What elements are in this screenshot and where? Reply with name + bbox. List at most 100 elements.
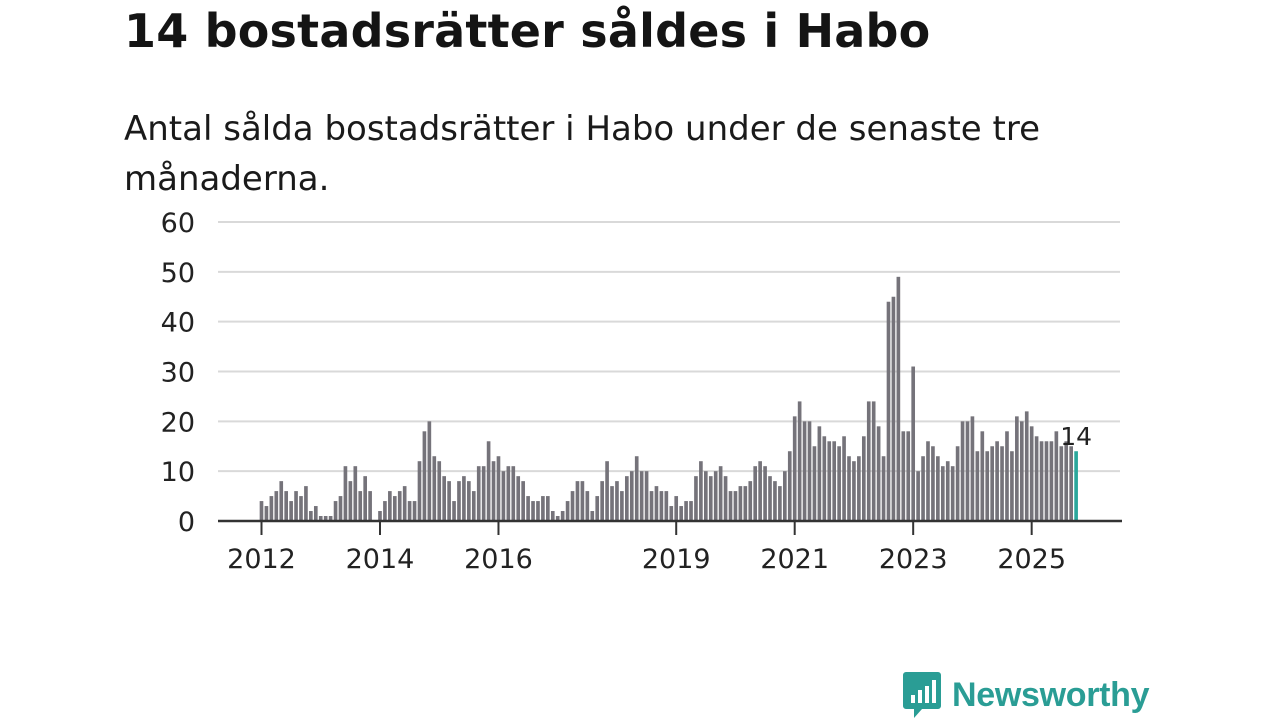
bar — [294, 491, 298, 521]
bar — [985, 451, 990, 521]
bar — [807, 421, 812, 521]
bar — [397, 491, 402, 521]
bar — [1029, 426, 1034, 521]
bar — [363, 476, 367, 521]
data-labels: 14 — [1060, 422, 1092, 451]
bar — [911, 366, 916, 521]
y-tick-labels: 0 10 20 30 40 50 60 — [161, 208, 195, 538]
x-tick-label: 2016 — [464, 544, 533, 575]
bar — [827, 441, 832, 521]
bar — [383, 501, 387, 521]
bar — [773, 481, 777, 521]
bar — [565, 501, 570, 521]
bar — [437, 461, 442, 521]
bar — [896, 276, 901, 521]
bar — [625, 476, 629, 521]
bar — [412, 501, 417, 521]
bar — [694, 476, 698, 521]
bar — [531, 501, 535, 521]
bar — [832, 441, 837, 521]
bar — [585, 491, 590, 521]
bar — [432, 456, 437, 521]
bar — [491, 461, 496, 521]
bar — [407, 501, 412, 521]
y-tick-label: 50 — [161, 258, 195, 289]
bar — [580, 481, 585, 521]
bar — [1054, 431, 1059, 521]
bar — [447, 481, 451, 521]
bar — [1000, 446, 1004, 521]
bar — [629, 471, 634, 521]
bar — [955, 446, 960, 521]
x-axis — [218, 519, 1122, 535]
bar — [1039, 441, 1044, 521]
bar — [748, 481, 753, 521]
bar — [857, 456, 861, 521]
bar — [506, 466, 511, 521]
bar — [990, 446, 994, 521]
x-tick-label: 2012 — [227, 544, 296, 575]
logo-text: Newsworthy — [952, 675, 1150, 714]
bar — [462, 476, 466, 521]
bar — [842, 436, 846, 521]
bar — [541, 496, 545, 521]
bar — [333, 501, 338, 521]
bar — [289, 501, 293, 521]
bar — [1010, 451, 1014, 521]
y-tick-label: 60 — [161, 208, 195, 239]
bar — [960, 421, 965, 521]
bar — [931, 446, 935, 521]
bar — [304, 486, 308, 521]
bar — [881, 456, 886, 521]
bar — [718, 466, 723, 521]
y-tick-label: 10 — [161, 457, 195, 488]
newsworthy-logo[interactable]: Newsworthy — [902, 670, 1150, 720]
bar — [758, 461, 762, 521]
bar — [269, 496, 274, 521]
bar — [368, 491, 372, 521]
bar — [837, 446, 841, 521]
bar — [471, 491, 476, 521]
y-tick-label: 20 — [161, 407, 195, 438]
bar — [501, 471, 506, 521]
bar — [669, 506, 674, 521]
bar — [1024, 411, 1029, 521]
bar — [590, 511, 595, 521]
bar — [546, 496, 550, 521]
bar — [575, 481, 580, 521]
bar — [620, 491, 624, 521]
bar — [338, 496, 343, 521]
bar — [674, 496, 679, 521]
bar — [852, 461, 856, 521]
bar — [980, 431, 985, 521]
bar — [1069, 446, 1073, 521]
bar — [259, 501, 264, 521]
bar — [936, 456, 940, 521]
newsworthy-logo-icon — [903, 672, 941, 718]
bar — [313, 506, 318, 521]
bar — [1059, 446, 1064, 521]
bar — [615, 481, 619, 521]
bar — [299, 496, 303, 521]
bar — [1019, 421, 1024, 521]
bar — [817, 426, 822, 521]
bar — [822, 436, 827, 521]
bar — [940, 466, 945, 521]
bar — [481, 466, 486, 521]
bar — [422, 431, 427, 521]
bar — [708, 476, 713, 521]
bar — [1005, 431, 1009, 521]
bar — [476, 466, 481, 521]
bar — [891, 296, 896, 521]
bar — [496, 456, 501, 521]
bar — [536, 501, 540, 521]
bar — [975, 451, 980, 521]
y-tick-label: 0 — [178, 507, 195, 538]
bar — [1015, 416, 1019, 521]
bar — [516, 476, 521, 521]
bar — [570, 491, 575, 521]
x-tick-label: 2023 — [879, 544, 948, 575]
bar — [284, 491, 289, 521]
bar — [274, 491, 279, 521]
